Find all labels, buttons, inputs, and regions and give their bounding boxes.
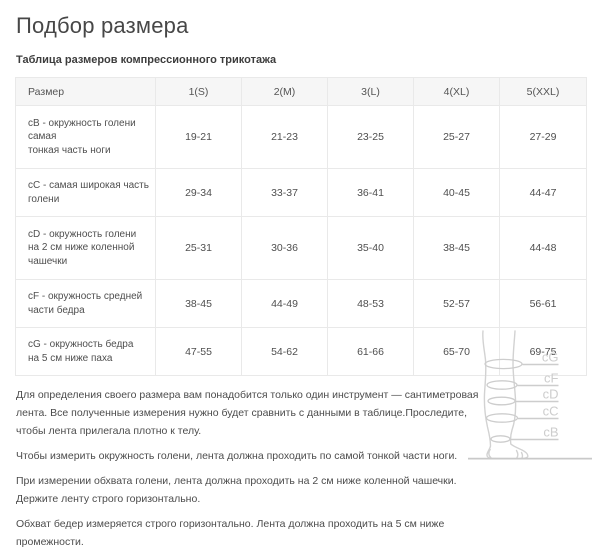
- column-header-5xxl: 5(XXL): [499, 77, 587, 106]
- cell-value: 40-45: [413, 168, 500, 217]
- column-header-3l: 3(L): [327, 77, 414, 106]
- leg-outline-illustration: cG cF cD cC cB: [468, 330, 592, 460]
- cell-value: 47-55: [155, 327, 242, 376]
- cell-value: 38-45: [155, 279, 242, 328]
- table-row-cf: cF - окружность средней части бедра 38-4…: [15, 279, 587, 328]
- cell-value: 61-66: [327, 327, 414, 376]
- table-header-row: Размер 1(S) 2(M) 3(L) 4(XL) 5(XXL): [15, 77, 587, 106]
- cell-value: 36-41: [327, 168, 414, 217]
- table-row-cc: cC - самая широкая часть голени 29-34 33…: [15, 168, 587, 217]
- cell-value: 44-49: [241, 279, 328, 328]
- toe-detail: [515, 449, 519, 459]
- cell-value: 56-61: [499, 279, 587, 328]
- note-below-kneecap: При измерении обхвата голени, лента долж…: [16, 475, 457, 505]
- cell-value: 27-29: [499, 105, 587, 169]
- ring-cF: [486, 380, 518, 390]
- cell-value: 48-53: [327, 279, 414, 328]
- table-caption: Таблица размеров компрессионного трикота…: [16, 54, 277, 66]
- cell-value: 44-47: [499, 168, 587, 217]
- diagram-label-cG: cG: [542, 350, 559, 365]
- leg-left-contour: [482, 330, 493, 460]
- ring-cD: [487, 396, 516, 406]
- size-guide-page: Подбор размера Таблица размеров компресс…: [15, 13, 597, 548]
- diagram-label-cC: cC: [543, 404, 559, 419]
- cell-value: 21-23: [241, 105, 328, 169]
- note-hip-measure: Обхват бедер измеряется строго горизонта…: [16, 518, 445, 548]
- column-header-1s: 1(S): [155, 77, 242, 106]
- cell-value: 44-48: [499, 216, 587, 280]
- cell-value: 52-57: [413, 279, 500, 328]
- diagram-label-cB: cB: [543, 425, 558, 440]
- measurement-notes: Для определения своего размера вам понад…: [16, 386, 494, 551]
- row-label-cd: cD - окружность голени на 2 см ниже коле…: [15, 216, 156, 280]
- row-label-cc: cC - самая широкая часть голени: [15, 168, 156, 217]
- cell-value: 38-45: [413, 216, 500, 280]
- row-label-cf: cF - окружность средней части бедра: [15, 279, 156, 328]
- cell-value: 30-36: [241, 216, 328, 280]
- table-row-cd: cD - окружность голени на 2 см ниже коле…: [15, 216, 587, 280]
- table-row-cb: cB - окружность голени самая тонкая част…: [15, 105, 587, 169]
- note-tape-instrument: Для определения своего размера вам понад…: [16, 389, 479, 437]
- row-label-cb: cB - окружность голени самая тонкая част…: [15, 105, 156, 169]
- ring-cB: [490, 435, 511, 443]
- diagram-label-cF: cF: [544, 371, 559, 386]
- cell-value: 29-34: [155, 168, 242, 217]
- cell-value: 35-40: [327, 216, 414, 280]
- row-label-cg: cG - окружность бедра на 5 см ниже паха: [15, 327, 156, 376]
- note-thinnest-part: Чтобы измерить окружность голени, лента …: [16, 450, 458, 462]
- column-header-4xl: 4(XL): [413, 77, 500, 106]
- table-row-cg: cG - окружность бедра на 5 см ниже паха …: [15, 327, 587, 376]
- cell-value: 25-31: [155, 216, 242, 280]
- heel-detail: [488, 448, 492, 459]
- column-header-size: Размер: [15, 77, 156, 106]
- cell-value: 19-21: [155, 105, 242, 169]
- leg-measurement-diagram: cG cF cD cC cB: [465, 330, 597, 464]
- page-title: Подбор размера: [16, 13, 189, 38]
- column-header-2m: 2(M): [241, 77, 328, 106]
- cell-value: 23-25: [327, 105, 414, 169]
- ring-cC: [485, 413, 519, 423]
- size-table: Размер 1(S) 2(M) 3(L) 4(XL) 5(XXL) cB - …: [15, 77, 587, 376]
- cell-value: 25-27: [413, 105, 500, 169]
- diagram-label-cD: cD: [543, 387, 559, 402]
- cell-value: 54-62: [241, 327, 328, 376]
- toe-detail-2: [520, 451, 524, 459]
- cell-value: 33-37: [241, 168, 328, 217]
- ring-cG: [484, 358, 523, 370]
